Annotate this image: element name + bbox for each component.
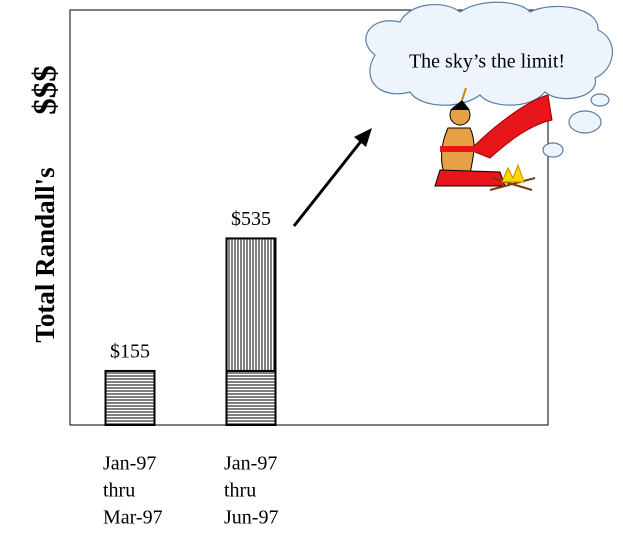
arrow — [294, 128, 372, 226]
total-label: $535 — [231, 208, 271, 230]
x-tick-label: Mar-97 — [103, 507, 163, 529]
page: Total Randall's $$$ The sky’s the limit!… — [0, 0, 623, 535]
x-tick-label: Jan-97 — [224, 453, 277, 475]
chart: Total Randall's $$$ The sky’s the limit!… — [0, 0, 623, 535]
x-tick-label: Jan-97 — [103, 453, 156, 475]
y-axis-label-symbol: $$$ — [28, 65, 64, 115]
bar-segment — [227, 371, 276, 425]
y-axis-label: Total Randall's $$$ — [28, 65, 64, 342]
bar-segment — [227, 238, 276, 371]
total-label: $155 — [110, 341, 150, 363]
x-tick-label: Jun-97 — [224, 507, 278, 529]
bar-segment — [106, 371, 155, 425]
x-tick-label: thru — [224, 480, 256, 502]
x-tick-label: thru — [103, 480, 135, 502]
y-axis-label-text: Total Randall's — [30, 167, 60, 342]
annotation: The sky’s the limit! — [409, 51, 565, 73]
